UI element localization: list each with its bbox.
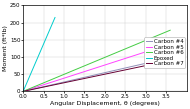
X-axis label: Angular Displacement, θ (degrees): Angular Displacement, θ (degrees) (50, 100, 160, 106)
Y-axis label: Moment (ft*lb): Moment (ft*lb) (3, 26, 9, 71)
Legend: Carbon #4, Carbon #5, Carbon #6, Epoxed, Carbon #7: Carbon #4, Carbon #5, Carbon #6, Epoxed,… (144, 37, 185, 68)
